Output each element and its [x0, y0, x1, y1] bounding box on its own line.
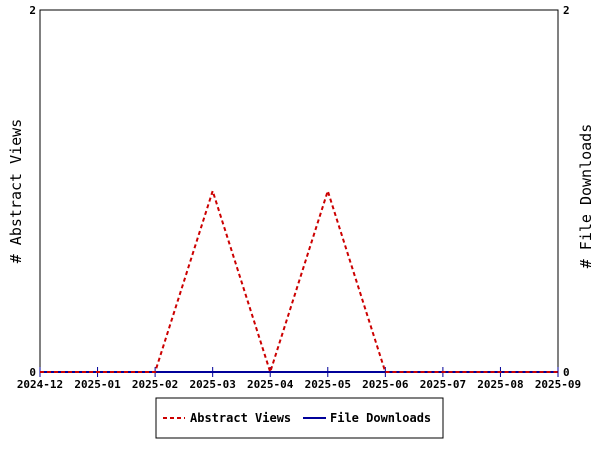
series-lines — [40, 187, 558, 376]
x-tick-label: 2025-05 — [305, 378, 351, 391]
x-tick-label: 2025-03 — [189, 378, 235, 391]
x-tick-label: 2025-06 — [362, 378, 409, 391]
x-tick-label: 2025-01 — [74, 378, 121, 391]
legend-box — [155, 397, 444, 439]
y-tick-label-max: 2 — [29, 4, 36, 17]
legend-label-file-downloads: File Downloads — [330, 411, 431, 425]
series-line-abstract-views — [40, 187, 558, 376]
y2-tick-label-min: 0 — [563, 366, 570, 379]
legend: Abstract Views File Downloads — [155, 397, 444, 439]
x-tick-label: 2024-12 — [17, 378, 63, 391]
x-axis-tick-labels: 2024-12 2025-01 2025-02 2025-03 2025-04 2025-… — [17, 378, 581, 391]
y2-axis-title: # File Downloads — [577, 124, 595, 269]
legend-label-abstract-views: Abstract Views — [190, 411, 291, 425]
x-tick-label: 2025-02 — [132, 378, 178, 391]
y-axis-title: # Abstract Views — [7, 119, 25, 264]
y2-tick-label-max: 2 — [563, 4, 570, 17]
y-tick-label-min: 0 — [29, 366, 36, 379]
x-tick-label: 2025-04 — [247, 378, 294, 391]
plot-area — [39, 9, 559, 373]
x-tick-label: 2025-08 — [477, 378, 523, 391]
x-tick-label: 2025-09 — [535, 378, 581, 391]
x-tick-label: 2025-07 — [420, 378, 466, 391]
